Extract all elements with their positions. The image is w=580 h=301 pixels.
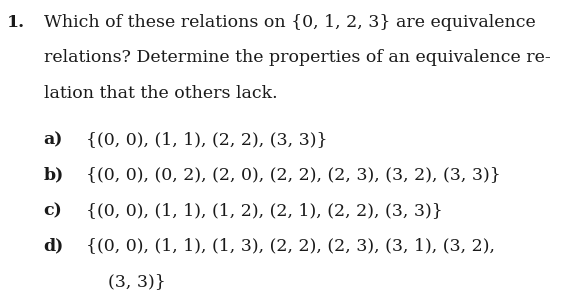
Text: {(0, 0), (1, 1), (1, 2), (2, 1), (2, 2), (3, 3)}: {(0, 0), (1, 1), (1, 2), (2, 1), (2, 2),… (86, 202, 443, 219)
Text: {(0, 0), (1, 1), (1, 3), (2, 2), (2, 3), (3, 1), (3, 2),: {(0, 0), (1, 1), (1, 3), (2, 2), (2, 3),… (86, 237, 495, 254)
Text: {(0, 0), (0, 2), (2, 0), (2, 2), (2, 3), (3, 2), (3, 3)}: {(0, 0), (0, 2), (2, 0), (2, 2), (2, 3),… (86, 166, 501, 183)
Text: 1.: 1. (7, 14, 25, 30)
Text: a): a) (44, 131, 63, 148)
Text: lation that the others lack.: lation that the others lack. (44, 85, 277, 101)
Text: {(0, 0), (1, 1), (2, 2), (3, 3)}: {(0, 0), (1, 1), (2, 2), (3, 3)} (86, 131, 328, 148)
Text: Which of these relations on {0, 1, 2, 3} are equivalence: Which of these relations on {0, 1, 2, 3}… (44, 14, 535, 30)
Text: relations? Determine the properties of an equivalence re-: relations? Determine the properties of a… (44, 49, 550, 66)
Text: (3, 3)}: (3, 3)} (108, 273, 166, 290)
Text: b): b) (44, 166, 64, 183)
Text: c): c) (44, 202, 62, 219)
Text: d): d) (44, 237, 64, 254)
